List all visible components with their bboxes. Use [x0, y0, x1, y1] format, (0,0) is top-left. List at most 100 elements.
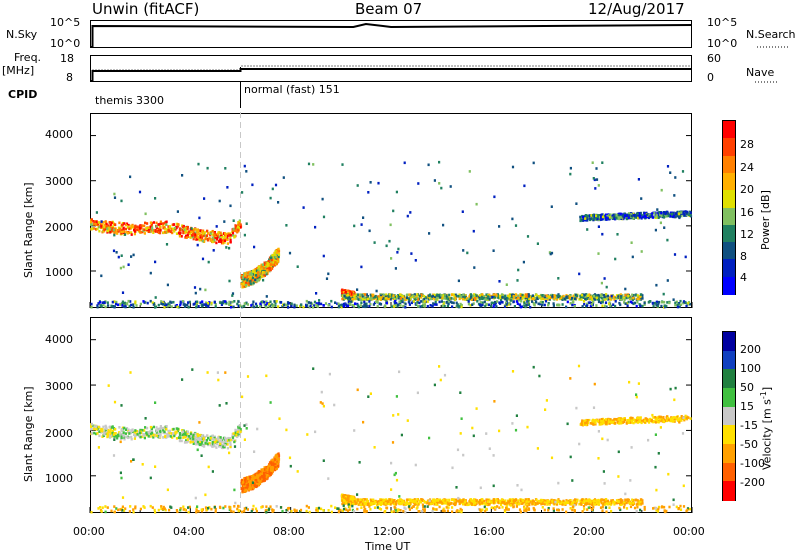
velocity-cell — [271, 468, 274, 471]
velocity-cell — [93, 431, 96, 435]
xtick-0: 00:00 — [73, 525, 105, 538]
power-cell — [244, 283, 248, 287]
velocity-cell — [379, 503, 382, 506]
velocity-cell — [178, 432, 181, 435]
velocity-cell — [527, 499, 530, 503]
power-cell — [157, 223, 160, 226]
power-cell — [434, 298, 438, 301]
velocity-cell — [448, 498, 451, 502]
velocity-cell — [206, 434, 209, 437]
velocity-cell — [268, 471, 271, 475]
velocity-cell — [102, 434, 105, 437]
velocity-cell — [580, 503, 583, 506]
velocity-cell — [397, 500, 400, 504]
velocity-cell — [273, 456, 277, 460]
velocity-cell — [447, 502, 450, 505]
power-cell — [182, 231, 185, 235]
power-cell — [274, 255, 277, 259]
velocity-cell — [371, 501, 374, 505]
velocity-cell — [427, 501, 430, 504]
velocity-cell — [401, 499, 404, 503]
velocity-cell — [274, 465, 277, 469]
power-cell — [591, 295, 594, 298]
power-cell — [448, 293, 451, 297]
power-cell — [622, 297, 626, 300]
velocity-cell — [394, 501, 397, 504]
velocity-cell — [139, 431, 142, 435]
power-cell — [462, 293, 465, 297]
colorbar-swatch — [723, 259, 735, 278]
velocity-cell — [130, 435, 133, 439]
velocity-cell — [504, 502, 507, 506]
velocity-cell — [96, 432, 99, 435]
velocity-cell — [420, 498, 423, 501]
power-cell — [96, 227, 99, 231]
power-cell — [216, 238, 219, 241]
power-cell — [380, 294, 383, 298]
velocity-cell — [197, 434, 200, 437]
velocity-cell — [541, 502, 544, 505]
power-cell — [202, 232, 205, 235]
power-cell — [385, 293, 388, 296]
power-cell — [241, 285, 244, 288]
velocity-ytick-1000: 1000 — [45, 472, 73, 485]
velocity-cell — [597, 498, 600, 502]
velocity-cell — [200, 438, 203, 442]
velocity-cell — [388, 498, 391, 501]
velocity-cell — [177, 427, 180, 431]
velocity-cell — [492, 498, 495, 501]
power-cell — [166, 230, 169, 234]
velocity-cell — [209, 442, 212, 446]
power-cell — [224, 238, 227, 241]
velocity-cell — [408, 498, 411, 501]
power-cell — [541, 297, 544, 300]
power-cell — [144, 221, 147, 225]
velocity-cell — [191, 435, 194, 438]
velocity-cell — [147, 435, 150, 438]
power-cell — [563, 297, 566, 301]
power-cell — [268, 258, 271, 261]
power-cell — [597, 297, 600, 301]
power-cell — [555, 296, 558, 300]
velocity-cell — [101, 428, 104, 431]
power-cell — [580, 293, 583, 297]
power-cell — [346, 293, 349, 297]
velocity-cell — [418, 499, 421, 503]
velocity-cell — [431, 499, 434, 503]
power-cell — [129, 227, 132, 230]
velocity-cell — [168, 434, 171, 438]
power-cell — [546, 294, 549, 298]
velocity-cell — [102, 425, 105, 429]
power-cell — [454, 296, 457, 300]
velocity-cell — [270, 463, 273, 466]
power-cell — [118, 221, 121, 225]
power-cell — [212, 236, 216, 239]
power-cell — [179, 231, 182, 235]
colorbar-swatch — [723, 444, 735, 464]
power-cell — [275, 262, 278, 265]
velocity-cell — [411, 500, 414, 503]
velocity-cell — [260, 480, 263, 483]
velocity-cell — [378, 502, 381, 505]
velocity-cell — [271, 459, 274, 463]
velocity-cell — [487, 503, 490, 506]
power-cell — [100, 225, 103, 228]
velocity-cell — [266, 466, 269, 470]
velocity-cell — [620, 503, 623, 506]
power-cell — [219, 231, 222, 235]
power-cell — [613, 298, 616, 301]
velocity-cell — [125, 435, 128, 438]
velocity-cell — [191, 440, 194, 443]
velocity-cell — [90, 425, 93, 428]
power-cell — [244, 275, 247, 279]
velocity-cell — [615, 499, 619, 502]
power-cell — [547, 295, 550, 298]
power-cell — [106, 231, 109, 234]
velocity-cell — [432, 498, 435, 501]
power-cell — [157, 227, 160, 231]
velocity-cell — [602, 502, 606, 506]
velocity-cell — [216, 442, 219, 446]
velocity-cell — [274, 458, 277, 461]
velocity-cell — [170, 432, 173, 435]
power-cell — [551, 295, 554, 298]
